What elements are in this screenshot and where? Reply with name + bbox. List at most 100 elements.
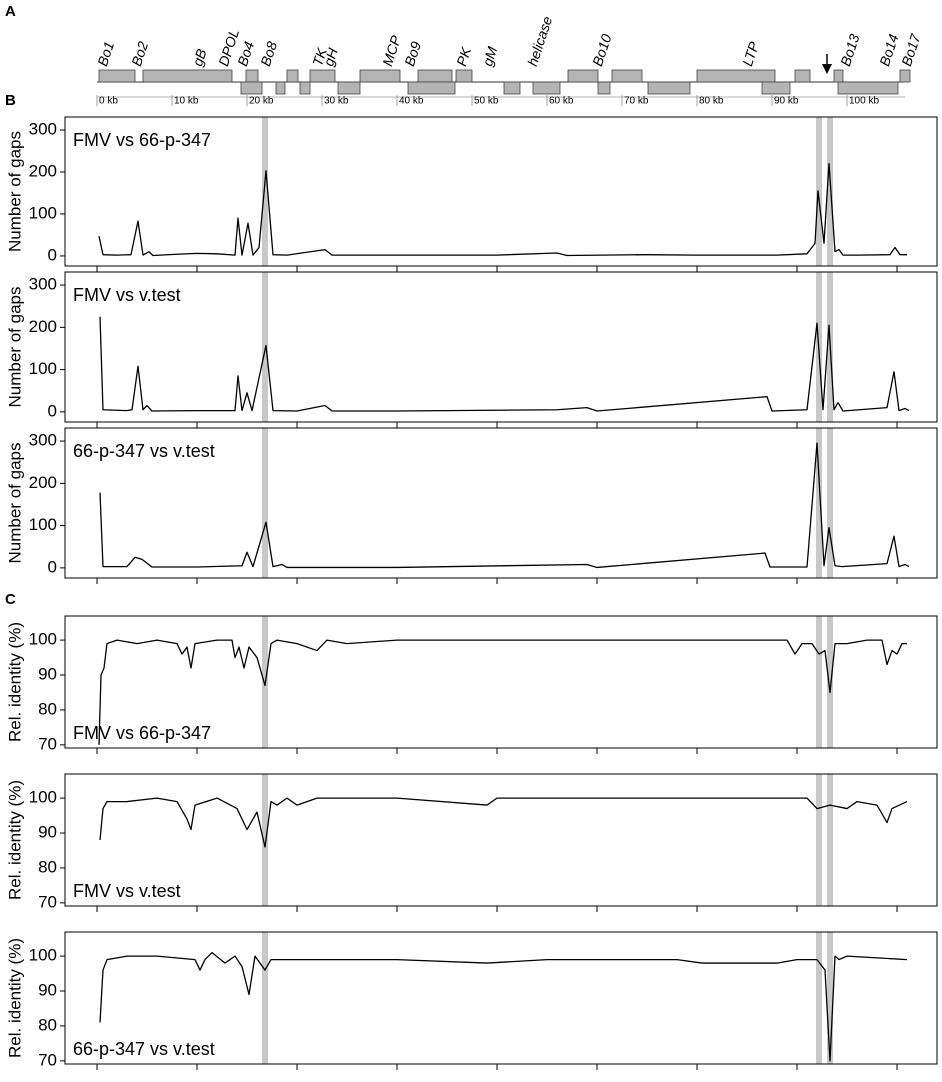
y-tick-label: 100 bbox=[29, 203, 57, 222]
scale-label: 40 kb bbox=[399, 96, 424, 107]
y-tick-label: 70 bbox=[38, 734, 57, 753]
scale-label: 80 kb bbox=[699, 96, 724, 107]
panel-label: B bbox=[5, 92, 16, 109]
y-tick-label: 100 bbox=[29, 630, 57, 649]
highlight-band bbox=[262, 272, 268, 422]
y-tick-label: 0 bbox=[48, 557, 57, 576]
plot-frame bbox=[64, 116, 938, 267]
gene-box bbox=[647, 81, 691, 95]
line-chart: 0 100 200 300 Number of gaps 66-p-347 vs v.te… bbox=[5, 427, 938, 584]
gene-label: LTP bbox=[739, 39, 762, 68]
highlight-band bbox=[827, 616, 833, 748]
y-tick-label: 90 bbox=[38, 823, 57, 842]
gene-box bbox=[567, 69, 599, 83]
highlight-band bbox=[816, 932, 822, 1064]
gene-box bbox=[899, 69, 911, 83]
gene-box bbox=[240, 81, 263, 95]
plot-frame bbox=[64, 271, 938, 423]
y-axis-label: Number of gaps bbox=[5, 287, 24, 408]
gene-box bbox=[98, 69, 136, 83]
gene-label: Bo10 bbox=[589, 32, 614, 68]
y-tick-label: 80 bbox=[38, 699, 57, 718]
scale-label: 60 kb bbox=[549, 96, 574, 107]
gene-box bbox=[286, 69, 299, 83]
gene-label: Bo17 bbox=[898, 31, 924, 68]
data-line bbox=[99, 797, 908, 848]
y-tick-label: 80 bbox=[38, 1015, 57, 1034]
highlight-band bbox=[816, 117, 822, 266]
plot-frame bbox=[64, 427, 938, 579]
gene-box bbox=[417, 69, 453, 83]
y-tick-label: 0 bbox=[48, 401, 57, 420]
y-axis-label: Rel. identity (%) bbox=[5, 622, 24, 742]
y-tick-label: 100 bbox=[29, 788, 57, 807]
genome-map bbox=[97, 54, 911, 98]
gene-box bbox=[794, 69, 811, 83]
y-axis-label: Number of gaps bbox=[5, 131, 24, 252]
gene-box bbox=[142, 69, 233, 83]
gene-label: Bo8 bbox=[257, 39, 280, 68]
gene-label: gH bbox=[320, 45, 341, 68]
gene-label: Bo4 bbox=[234, 39, 257, 68]
chart-label: 66-p-347 vs v.test bbox=[73, 1039, 215, 1059]
y-tick-label: 100 bbox=[29, 359, 57, 378]
scale-label: 100 kb bbox=[849, 96, 879, 107]
panel-label: C bbox=[5, 591, 16, 608]
gene-box bbox=[503, 81, 521, 95]
scale-label: 30 kb bbox=[324, 96, 349, 107]
chart-label: FMV vs v.test bbox=[73, 285, 181, 305]
gene-label: Bo2 bbox=[128, 39, 151, 68]
y-axis-label: Rel. identity (%) bbox=[5, 780, 24, 900]
highlight-band bbox=[262, 774, 268, 906]
highlight-band bbox=[262, 932, 268, 1064]
chart-label: FMV vs v.test bbox=[73, 881, 181, 901]
chart-label: FMV vs 66-p-347 bbox=[73, 130, 211, 150]
gene-box bbox=[299, 81, 311, 95]
gene-box bbox=[359, 69, 401, 83]
y-tick-label: 300 bbox=[29, 275, 57, 294]
chart-label: FMV vs 66-p-347 bbox=[73, 723, 211, 743]
y-tick-label: 200 bbox=[29, 473, 57, 492]
highlight-band bbox=[816, 428, 822, 578]
highlight-band bbox=[827, 774, 833, 906]
gene-label: PK bbox=[453, 45, 474, 68]
gene-box bbox=[275, 81, 286, 95]
line-chart: 0 100 200 300 Number of gaps FMV vs 66-p-347 bbox=[5, 116, 938, 272]
y-tick-label: 90 bbox=[38, 665, 57, 684]
highlight-band bbox=[262, 117, 268, 266]
scale-label: 20 kb bbox=[249, 96, 274, 107]
chart-label: 66-p-347 vs v.test bbox=[73, 441, 215, 461]
data-line bbox=[99, 442, 910, 569]
gene-boxes bbox=[98, 69, 911, 95]
y-tick-label: 300 bbox=[29, 119, 57, 138]
y-tick-label: 70 bbox=[38, 1050, 57, 1069]
scale-label: 0 kb bbox=[99, 96, 118, 107]
data-line bbox=[98, 639, 907, 745]
gene-box bbox=[761, 81, 791, 95]
gene-box bbox=[611, 69, 643, 83]
gene-label: Bo9 bbox=[401, 39, 424, 68]
scale-label: 90 kb bbox=[774, 96, 799, 107]
y-tick-label: 300 bbox=[29, 431, 57, 450]
highlight-band bbox=[827, 932, 833, 1064]
arrow-head bbox=[822, 64, 832, 74]
scale-label: 10 kb bbox=[174, 96, 199, 107]
scale-label: 70 kb bbox=[624, 96, 649, 107]
plot-frame bbox=[64, 773, 938, 907]
gene-box bbox=[309, 69, 336, 83]
panel-label: A bbox=[5, 3, 16, 20]
y-axis-label: Rel. identity (%) bbox=[5, 938, 24, 1058]
highlight-band bbox=[816, 774, 822, 906]
line-chart: 70 80 90 100 Rel. identity (%) 66-p-347 vs v.… bbox=[5, 931, 938, 1070]
gene-box bbox=[532, 81, 561, 95]
y-tick-label: 200 bbox=[29, 317, 57, 336]
gene-box bbox=[597, 81, 611, 95]
gene-label: gM bbox=[479, 44, 500, 68]
line-chart: 70 80 90 100 Rel. identity (%) FMV vs 66-p-34… bbox=[5, 615, 938, 754]
gene-box bbox=[837, 81, 899, 95]
data-line bbox=[98, 162, 907, 257]
y-axis-label: Number of gaps bbox=[5, 443, 24, 564]
y-tick-label: 100 bbox=[29, 515, 57, 534]
highlight-band bbox=[827, 117, 833, 266]
